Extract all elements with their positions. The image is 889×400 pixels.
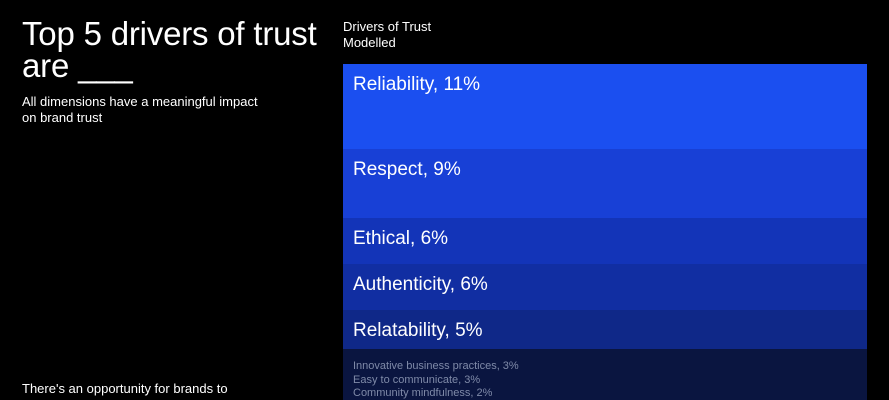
chart-title: Drivers of Trust <box>343 19 432 34</box>
segment-label: Reliability, 11% <box>353 74 481 95</box>
drivers-of-trust-chart: Reliability, 11% Respect, 9% Ethical, 6% Au… <box>343 64 867 400</box>
minor-driver-label: Community mindfulness, 2% <box>353 387 493 399</box>
page-headline: Top 5 drivers of trust are ___ <box>22 15 317 84</box>
bar-segment-minor-drivers: Innovative business practices, 3% Easy to… <box>343 349 867 400</box>
page-subtext: All dimensions have a meaningful impact … <box>22 94 258 125</box>
bar-segment-respect: Respect, 9% <box>343 149 867 218</box>
bar-segment-relatability: Relatability, 5% <box>343 310 867 349</box>
segment-label: Authenticity, 6% <box>353 274 488 295</box>
minor-driver-label: Innovative business practices, 3% <box>353 360 519 372</box>
bar-segment-reliability: Reliability, 11% <box>343 64 867 149</box>
segment-label: Relatability, 5% <box>353 320 483 341</box>
chart-subtitle: Modelled <box>343 35 396 50</box>
minor-driver-label: Easy to communicate, 3% <box>353 373 481 386</box>
bar-segment-ethical: Ethical, 6% <box>343 218 867 264</box>
bar-segment-authenticity: Authenticity, 6% <box>343 264 867 310</box>
page-footnote: There's an opportunity for brands to <box>22 381 228 396</box>
segment-label: Ethical, 6% <box>353 228 449 249</box>
segment-label: Respect, 9% <box>353 159 461 180</box>
